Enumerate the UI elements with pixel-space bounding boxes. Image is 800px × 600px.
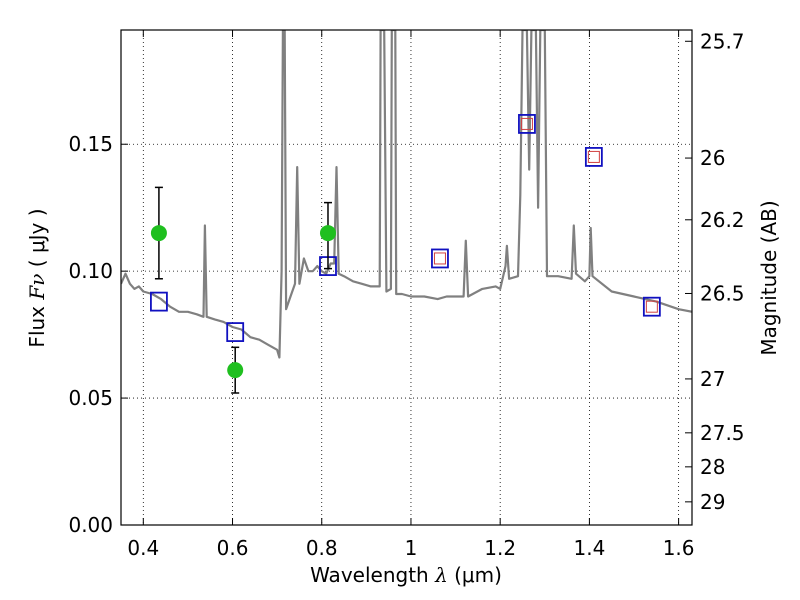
x-axis-label: Wavelength λ (μm) [310, 563, 502, 587]
y-tick-label: 0.05 [68, 386, 113, 410]
model-square-point [431, 248, 449, 269]
ir-square-point [433, 252, 446, 265]
x-tick-label: 0.6 [217, 536, 249, 560]
observed-point [150, 225, 167, 242]
y-tick-label: 0.10 [68, 259, 113, 283]
y2-tick-label: 25.7 [700, 29, 745, 53]
model-square-point [584, 147, 603, 167]
y2-tick-label: 28 [700, 455, 725, 479]
observed-point [319, 225, 336, 242]
plot-area [121, 30, 692, 394]
y2-tick-label: 27 [700, 367, 725, 391]
y-axis-label: Flux Fν ( μJy ) [25, 208, 49, 347]
model-square-point [518, 114, 536, 134]
x-tick-label: 1.4 [573, 536, 605, 560]
x-tick-label: 1 [405, 536, 418, 560]
y2-tick-label: 26 [700, 146, 725, 170]
ir-square-point [587, 150, 600, 163]
spectrum-line [121, 30, 692, 359]
model-square-point [150, 291, 168, 312]
y-tick-label: 0.15 [68, 132, 113, 156]
observed-point [227, 362, 244, 379]
plot-background [121, 30, 692, 525]
y2-tick-label: 26.2 [700, 208, 745, 232]
model-square-point [226, 322, 245, 342]
y2-tick-label: 27.5 [700, 421, 745, 445]
plot-frame [120, 29, 693, 526]
y2-tick-label: 29 [700, 490, 725, 514]
ir-square-point [645, 300, 658, 313]
x-tick-label: 1.6 [663, 536, 695, 560]
model-square-point [642, 296, 661, 317]
x-tick-label: 0.8 [306, 536, 338, 560]
x-tick-label: 0.4 [127, 536, 159, 560]
y-tick-label: 0.00 [68, 513, 113, 537]
x-tick-label: 1.2 [484, 536, 516, 560]
grid-lines [121, 30, 692, 525]
y2-axis-label: Magnitude (AB) [757, 200, 781, 355]
ir-square-point [520, 117, 533, 130]
y2-tick-label: 26.5 [700, 281, 745, 305]
x-axis-ticks: 0.4 0.6 0.8 1 1.2 1.4 1.6 [127, 30, 695, 560]
y-axis-ticks: 0.00 0.05 0.10 0.15 [68, 132, 128, 537]
y2-axis-ticks: 25.7 26 26.2 26.5 27 27.5 28 29 [685, 29, 745, 514]
